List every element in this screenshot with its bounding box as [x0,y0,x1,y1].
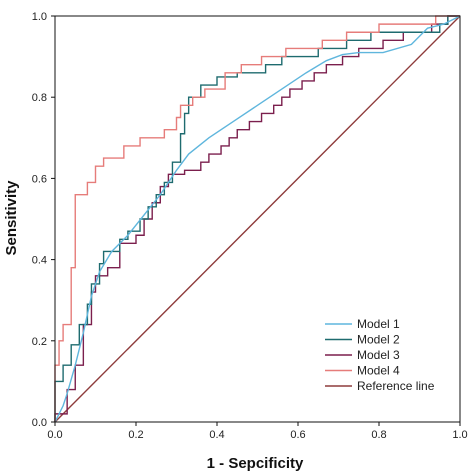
legend-label-reference-line: Reference line [357,379,435,393]
x-tick-label: 1.0 [452,429,467,441]
x-tick-label: 0.0 [47,429,62,441]
x-tick-label: 0.8 [371,429,386,441]
legend-label-model-4: Model 4 [357,364,400,378]
y-tick-label: 1.0 [32,11,47,23]
x-tick-label: 0.4 [209,429,224,441]
x-axis-title: 1 - Sepcificity [207,455,304,472]
legend-label-model-1: Model 1 [357,317,400,331]
legend-label-model-2: Model 2 [357,333,400,347]
y-tick-label: 0.0 [32,417,47,429]
y-axis-title: Sensitivity [3,180,20,256]
y-tick-label: 0.8 [32,92,47,104]
x-tick-label: 0.2 [128,429,143,441]
legend-label-model-3: Model 3 [357,348,400,362]
y-tick-label: 0.4 [32,255,47,267]
y-tick-label: 0.6 [32,173,47,185]
y-tick-label: 0.2 [32,336,47,348]
x-tick-label: 0.6 [290,429,305,441]
